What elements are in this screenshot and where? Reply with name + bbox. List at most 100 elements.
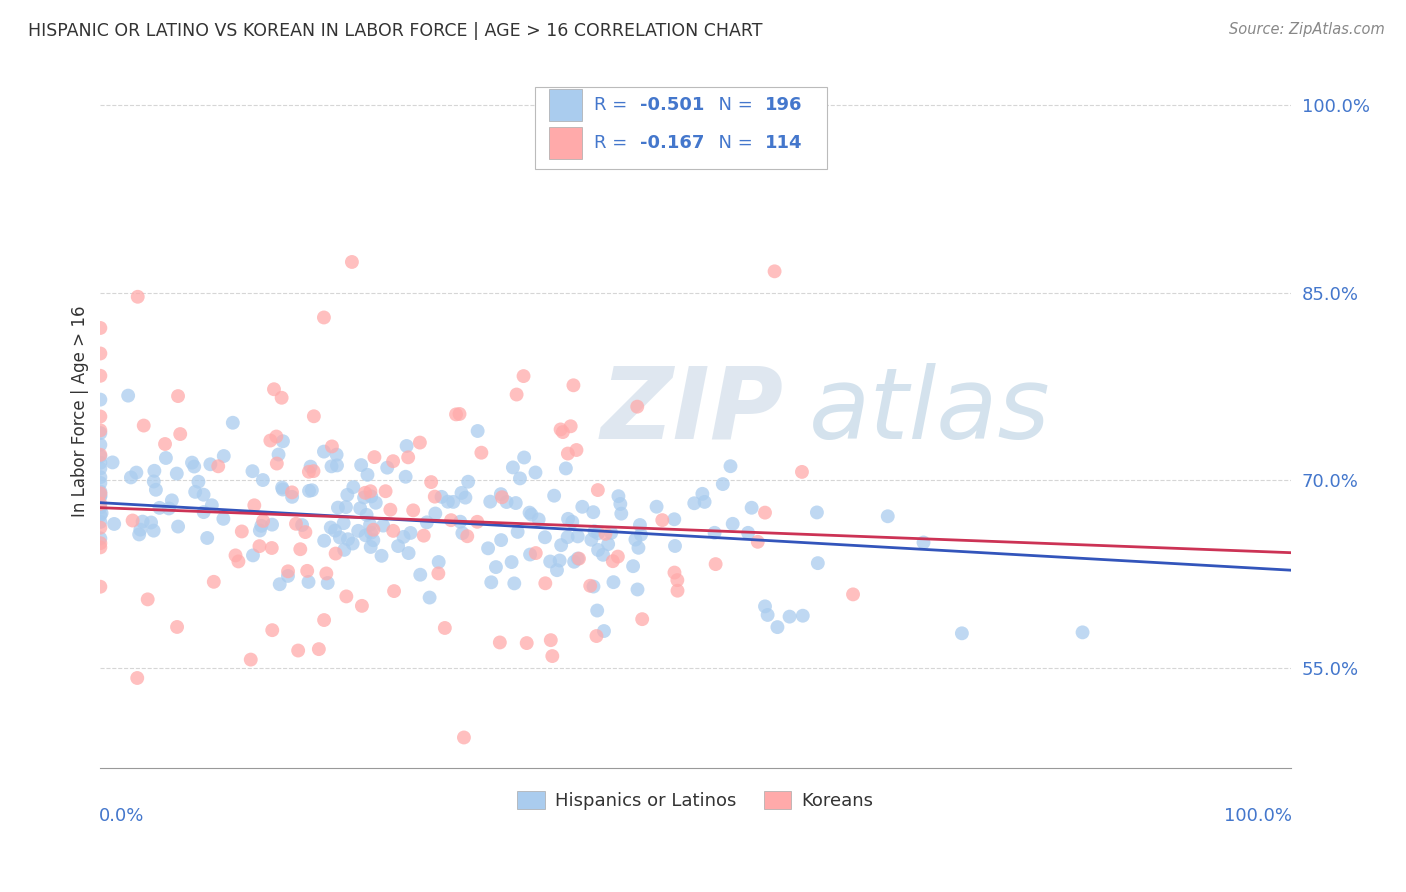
Point bbox=[582, 505, 605, 519]
Point bbox=[312, 444, 335, 458]
Point bbox=[505, 387, 527, 401]
Point bbox=[252, 514, 274, 528]
Point bbox=[89, 392, 111, 407]
Point bbox=[262, 623, 284, 637]
Point bbox=[266, 457, 288, 471]
Point bbox=[145, 483, 167, 497]
FancyBboxPatch shape bbox=[534, 87, 827, 169]
Point bbox=[336, 488, 359, 502]
Point bbox=[299, 459, 322, 474]
Point bbox=[557, 446, 579, 460]
Point bbox=[89, 461, 111, 475]
FancyBboxPatch shape bbox=[550, 127, 582, 159]
Point bbox=[491, 490, 513, 504]
Point bbox=[779, 609, 801, 624]
Point bbox=[302, 409, 325, 424]
Point bbox=[598, 537, 620, 551]
Point bbox=[125, 466, 148, 480]
Point bbox=[396, 450, 419, 465]
Point bbox=[430, 490, 453, 504]
Point bbox=[382, 454, 405, 468]
Point bbox=[287, 643, 309, 657]
Point bbox=[551, 425, 574, 439]
Point bbox=[488, 635, 510, 649]
Point bbox=[666, 573, 689, 587]
Point bbox=[501, 555, 523, 569]
Point bbox=[387, 539, 409, 553]
Point bbox=[557, 512, 579, 526]
Point bbox=[195, 531, 218, 545]
Point bbox=[704, 557, 727, 571]
Point bbox=[683, 496, 706, 510]
Point bbox=[260, 541, 283, 555]
Point bbox=[568, 551, 591, 566]
Text: N =: N = bbox=[707, 134, 759, 152]
Point bbox=[290, 542, 312, 557]
Point bbox=[628, 518, 651, 533]
Point bbox=[586, 483, 609, 497]
Point bbox=[842, 587, 865, 601]
Point bbox=[548, 553, 571, 567]
Text: R =: R = bbox=[595, 134, 633, 152]
Point bbox=[143, 464, 166, 478]
Point bbox=[312, 310, 335, 325]
Point bbox=[222, 416, 245, 430]
Point bbox=[792, 608, 814, 623]
Point bbox=[359, 484, 381, 499]
Point bbox=[756, 607, 779, 622]
Point bbox=[89, 487, 111, 501]
Point bbox=[184, 484, 207, 499]
Point bbox=[193, 488, 215, 502]
Point bbox=[441, 495, 464, 509]
Point bbox=[586, 603, 609, 617]
Text: N =: N = bbox=[707, 96, 759, 114]
Point bbox=[467, 424, 489, 438]
Point bbox=[285, 516, 308, 531]
Text: Source: ZipAtlas.com: Source: ZipAtlas.com bbox=[1229, 22, 1385, 37]
Point bbox=[89, 423, 111, 437]
Point bbox=[200, 457, 222, 471]
Point bbox=[621, 559, 644, 574]
Point bbox=[562, 378, 585, 392]
Point bbox=[624, 533, 647, 547]
Point bbox=[127, 290, 149, 304]
Point bbox=[89, 515, 111, 529]
Point bbox=[262, 517, 284, 532]
Point bbox=[136, 592, 159, 607]
Point bbox=[737, 525, 759, 540]
Point bbox=[720, 459, 742, 474]
Point bbox=[912, 535, 935, 549]
Point bbox=[90, 506, 112, 520]
Point bbox=[314, 613, 336, 627]
Point bbox=[360, 525, 382, 540]
Point bbox=[554, 461, 576, 475]
Point bbox=[308, 642, 330, 657]
Point bbox=[321, 439, 343, 453]
Point bbox=[120, 470, 142, 484]
Point bbox=[585, 629, 607, 643]
Point bbox=[479, 494, 502, 508]
Point bbox=[398, 546, 420, 560]
Point bbox=[155, 450, 177, 465]
Point bbox=[212, 512, 235, 526]
Point bbox=[790, 465, 813, 479]
Point bbox=[297, 574, 319, 589]
Point bbox=[741, 500, 763, 515]
Point bbox=[693, 495, 716, 509]
Point bbox=[420, 475, 443, 489]
Point bbox=[449, 515, 471, 529]
Point bbox=[347, 524, 370, 538]
Point bbox=[291, 518, 314, 533]
Point bbox=[627, 541, 650, 555]
Point bbox=[360, 540, 382, 554]
Point bbox=[356, 508, 378, 522]
Point bbox=[382, 524, 405, 538]
Text: ZIP: ZIP bbox=[600, 363, 783, 460]
Point bbox=[380, 502, 402, 516]
Point bbox=[101, 455, 124, 469]
Point bbox=[692, 487, 714, 501]
Point bbox=[416, 516, 439, 530]
Point bbox=[364, 496, 387, 510]
Point bbox=[89, 536, 111, 550]
Point bbox=[183, 459, 205, 474]
